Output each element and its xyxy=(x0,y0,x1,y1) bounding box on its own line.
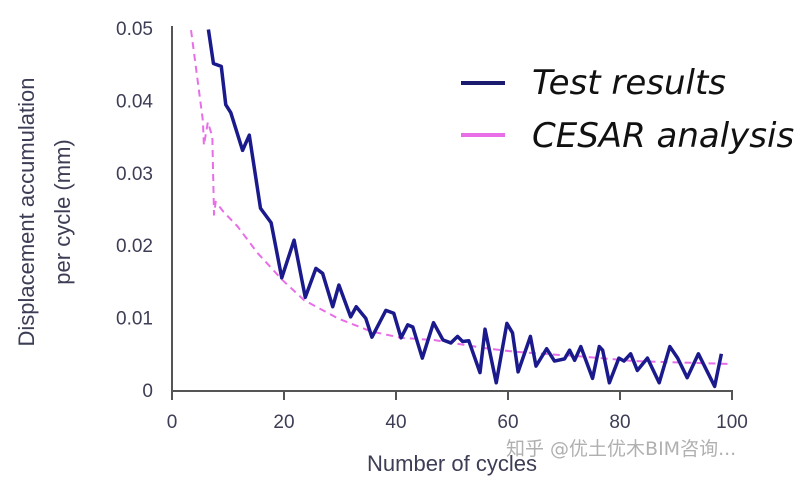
series-line-cesar-analysis xyxy=(190,30,729,365)
x-tick-label: 20 xyxy=(273,412,294,433)
plot-area xyxy=(190,29,729,389)
y-tick-label: 0.01 xyxy=(116,309,153,330)
y-axis-label-line2: per cycle (mm) xyxy=(50,139,75,284)
x-tick-label: 80 xyxy=(609,412,630,433)
x-tick-label: 0 xyxy=(167,412,178,433)
watermark: 知乎 @优土优木BIM咨询... xyxy=(506,438,736,460)
legend-label-test-results: Test results xyxy=(532,63,726,103)
x-tick-label: 100 xyxy=(716,412,748,433)
y-axis-label-line1: Displacement accumulation xyxy=(14,77,39,346)
y-ticks: 0 0.01 0.02 0.03 0.04 0.05 xyxy=(116,19,153,402)
y-tick-label: 0.03 xyxy=(116,164,153,185)
y-tick-label: 0.05 xyxy=(116,19,153,40)
x-axis-label: Number of cycles xyxy=(367,451,537,476)
x-tick-label: 40 xyxy=(385,412,406,433)
legend: Test results CESAR analysis xyxy=(461,63,794,156)
y-tick-label: 0.02 xyxy=(116,236,153,257)
x-tick-label: 60 xyxy=(497,412,518,433)
y-tick-label: 0.04 xyxy=(116,91,153,112)
x-ticks: 0 20 40 60 80 100 xyxy=(167,391,748,433)
y-tick-label: 0 xyxy=(142,381,153,402)
series-line-test-results xyxy=(206,29,724,389)
legend-label-cesar-analysis: CESAR analysis xyxy=(532,116,794,156)
